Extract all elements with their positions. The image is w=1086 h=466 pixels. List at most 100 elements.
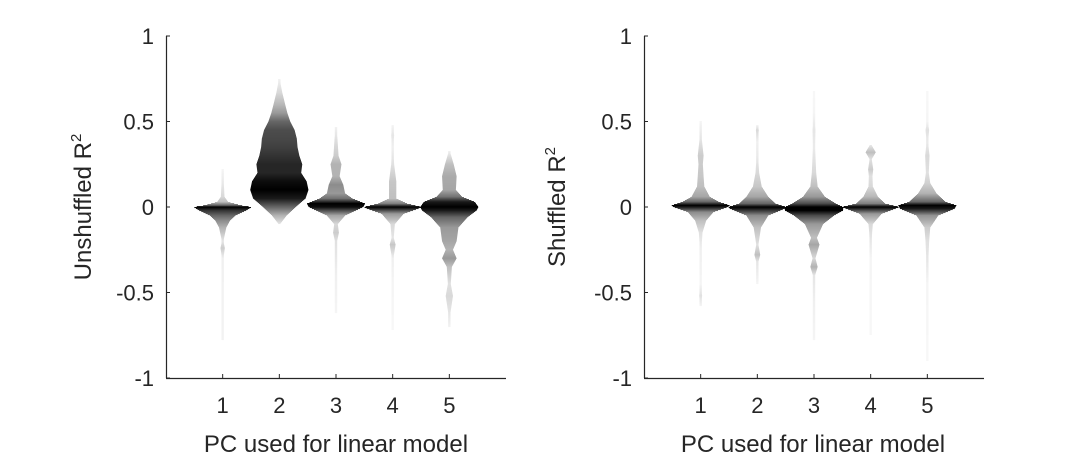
left-violin-pc3 [307, 127, 365, 314]
left-violin-band [442, 189, 456, 191]
left-violin-band [260, 151, 299, 153]
right-violin-band [755, 236, 760, 238]
left-violin-band [391, 292, 394, 294]
right-violin-band [699, 138, 702, 140]
left-violin-band [277, 84, 281, 86]
right-violin-band [756, 244, 759, 246]
left-violin-band [334, 224, 338, 226]
left-violin-band [221, 262, 224, 264]
left-violin-band [372, 210, 414, 212]
right-violin-band [925, 132, 929, 134]
left-violin-band [271, 112, 288, 114]
left-violin-band [314, 209, 358, 211]
left-violin-band [391, 158, 394, 160]
right-violin-band [853, 211, 888, 213]
right-violin-band [699, 127, 702, 129]
right-violin-band [812, 292, 816, 294]
right-violin-band [756, 163, 759, 165]
right-violin-band [756, 139, 759, 141]
right-violin-band [869, 274, 872, 276]
right-violin-band [812, 285, 816, 287]
right-violin-band [812, 333, 816, 335]
left-violin-band [275, 95, 283, 97]
left-violin-band [324, 214, 348, 216]
left-violin-band [441, 191, 458, 193]
right-y-tick-label: -1 [612, 366, 632, 391]
left-violin-band [221, 301, 224, 303]
right-violin-band [699, 243, 702, 245]
right-violin-band [753, 182, 761, 184]
left-violin-band [390, 226, 395, 228]
right-violin-band [922, 186, 933, 188]
right-violin-band [739, 212, 776, 214]
left-violin-band [447, 283, 451, 285]
left-violin-band [334, 225, 338, 227]
right-violin-band [926, 274, 929, 276]
left-violin-band [263, 207, 296, 209]
left-violin-band [391, 145, 394, 147]
right-violin-band [756, 159, 759, 161]
left-violin-band [221, 253, 225, 255]
left-violin-band [391, 140, 394, 142]
right-violin-band [865, 152, 876, 154]
right-violin-band [925, 150, 929, 152]
right-violin-band [869, 295, 872, 297]
right-violin-band [925, 244, 930, 246]
right-violin-band [812, 257, 816, 259]
left-violin-band [220, 250, 225, 252]
left-violin-band [421, 205, 478, 207]
left-violin-band [448, 311, 451, 313]
left-violin-band [221, 238, 224, 240]
right-violin-band [856, 203, 886, 205]
right-violin-band [869, 327, 872, 329]
left-violin-band [443, 260, 456, 262]
right-violin-band [755, 251, 760, 253]
right-violin-band [810, 238, 818, 240]
right-violin-band [699, 266, 702, 268]
right-violin-band [869, 307, 872, 309]
right-violin-band [812, 153, 816, 155]
right-violin-band [812, 282, 816, 284]
left-violin-band [391, 125, 394, 127]
right-y-axis-label-main: Shuffled R [544, 155, 571, 267]
right-violin-band [812, 331, 816, 333]
left-violin-band [330, 179, 342, 181]
right-violin-band [925, 134, 929, 136]
left-violin-band [221, 290, 224, 292]
left-violin-band [391, 156, 394, 158]
right-violin-band [925, 148, 929, 150]
right-y-tick-label: 0 [620, 195, 632, 220]
right-violin-band [756, 136, 759, 138]
left-violin-band [194, 207, 251, 209]
left-violin-band [422, 210, 477, 212]
right-violin-band [811, 254, 817, 256]
right-violin-band [812, 93, 816, 95]
left-violin-band [391, 268, 394, 270]
left-violin-band [434, 221, 464, 223]
right-violin-band [683, 210, 719, 212]
left-violin-band [260, 149, 299, 151]
right-violin-band [698, 152, 704, 154]
left-violin-band [221, 326, 224, 328]
right-violin-band [926, 318, 929, 320]
left-violin-band [442, 188, 456, 190]
right-violin-band [812, 304, 816, 306]
right-violin-band [868, 226, 873, 228]
left-violin-band [272, 107, 286, 109]
right-violin-band [755, 242, 759, 244]
right-violin-band [812, 119, 816, 121]
left-violin-band [334, 298, 338, 300]
right-violin-band [756, 161, 759, 163]
left-violin-band [221, 318, 224, 320]
right-violin-band [925, 238, 930, 240]
right-violin-band [680, 209, 721, 211]
left-violin-band [322, 196, 350, 198]
right-violin-band [699, 135, 702, 137]
right-violin-band [754, 234, 760, 236]
left-violin-band [333, 150, 339, 152]
right-violin-band [909, 201, 946, 203]
right-violin-band [812, 338, 816, 340]
right-violin-band [688, 198, 713, 200]
right-violin-band [812, 274, 816, 276]
left-violin-band [391, 162, 395, 164]
